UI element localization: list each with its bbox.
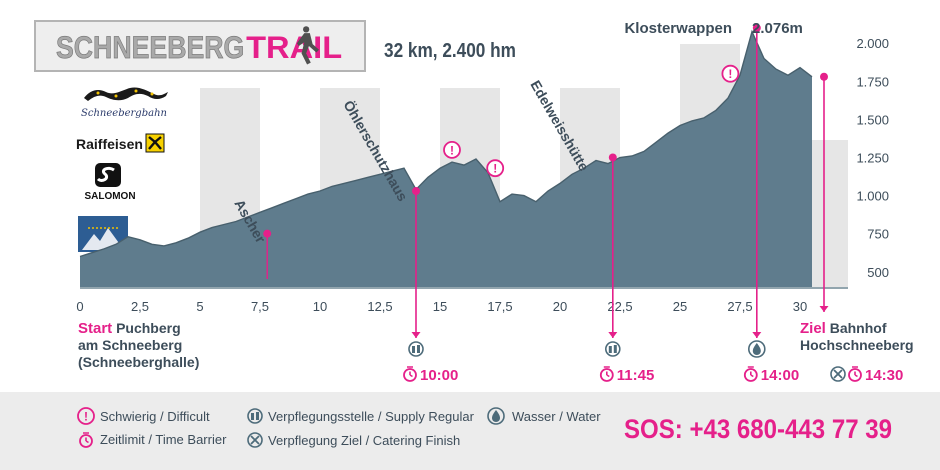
start-label: Start	[78, 320, 113, 337]
x-tick-label: 22,5	[607, 299, 632, 314]
chart-axes: 0 2,5 5 7,5 10 12,5 15 17,5 20 22,5 25 27,5 30 500 750…	[76, 36, 889, 314]
chart-area	[79, 29, 813, 288]
sponsor-salomon: SALOMON	[80, 162, 142, 202]
catering-icon	[830, 366, 846, 382]
svg-text:!: !	[493, 162, 497, 176]
x-tick-label: 15	[433, 299, 447, 314]
y-tick-label: 1.000	[856, 189, 889, 204]
start-place-line-2: am Schneeberg	[78, 337, 183, 353]
sos-number: SOS: +43 680-443 77 39	[624, 414, 892, 444]
finish-drop-line-arrow	[819, 306, 829, 312]
legend-difficult: Schwierig / Difficult	[100, 409, 210, 424]
time-limit-label: 14:30	[865, 367, 903, 384]
sponsor-raiffeisen-text: Raiffeisen	[76, 136, 143, 152]
svg-text:!: !	[450, 143, 454, 157]
y-tick-label: 1.750	[856, 74, 889, 89]
elevation-line	[79, 29, 813, 258]
sponsor-schneebergbahn: Schneebergbahn	[76, 82, 172, 120]
elevation-area	[80, 31, 812, 288]
difficult-icon: !	[486, 159, 505, 178]
x-tick-label: 20	[553, 299, 567, 314]
supply-legend-icon	[247, 408, 263, 424]
mountain-logo-icon	[82, 227, 124, 250]
finish-label: Ziel	[800, 320, 826, 337]
y-tick-label: 1.500	[856, 112, 889, 127]
race-logo-graphic: SCHNEEBERG TRAIL	[56, 26, 342, 65]
x-tick-label: 7,5	[251, 299, 269, 314]
race-distance-elevation: 32 km, 2.400 hm	[384, 40, 516, 62]
time-limit-icon	[403, 366, 417, 382]
finish-place-line-1: Bahnhof	[829, 320, 887, 336]
summit-elevation: 2.076m	[752, 20, 803, 37]
time-limit-icon	[743, 366, 758, 382]
x-tick-label: 10	[313, 299, 327, 314]
svg-text:!: !	[728, 67, 732, 81]
x-tick-label: 0	[76, 299, 83, 314]
time-limit-icon	[599, 366, 614, 382]
checkpoint-drop-line-arrow	[608, 332, 618, 338]
legend-catering: Verpflegung Ziel / Catering Finish	[268, 433, 460, 448]
salomon-logo-icon	[95, 163, 121, 187]
y-tick-label: 750	[867, 227, 889, 242]
legend-time-limit: Zeitlimit / Time Barrier	[100, 432, 227, 447]
legend-panel	[0, 392, 940, 470]
raiffeisen-gable-icon	[145, 133, 165, 153]
difficult-icon: !	[443, 140, 461, 159]
start-block: Start Puchberg am Schneeberg (Schneeberg…	[78, 320, 199, 371]
water-legend-icon	[487, 407, 505, 425]
checkpoint-drop-line-arrow	[752, 332, 762, 338]
race-logo: SCHNEEBERG TRAIL	[34, 20, 366, 72]
start-place-line-1: Puchberg	[116, 320, 181, 336]
time-limit-label: 14:00	[761, 367, 799, 384]
x-tick-label: 5	[196, 299, 203, 314]
sponsor-salomon-text: SALOMON	[84, 191, 135, 202]
finish-place-line-2: Hochschneeberg	[800, 337, 914, 353]
sponsor-raiffeisen: Raiffeisen	[76, 132, 166, 154]
time-limit-icon	[848, 366, 862, 382]
supply-icon	[408, 341, 424, 357]
runner-icon	[296, 26, 320, 65]
finish-block: Ziel Bahnhof Hochschneeberg	[800, 320, 914, 354]
catering-legend-icon	[247, 432, 263, 448]
logo-text-accent: TRAIL	[246, 30, 342, 65]
x-tick-label: 12,5	[367, 299, 392, 314]
water-icon	[747, 340, 766, 358]
x-tick-label: 27,5	[727, 299, 752, 314]
time-limit-legend-icon	[79, 432, 93, 448]
legend-water: Wasser / Water	[512, 409, 601, 424]
legend-supply: Verpflegungsstelle / Supply Regular	[268, 409, 475, 424]
summit-label: Klosterwappen	[624, 20, 732, 37]
time-limit-label: 11:45	[617, 367, 655, 384]
y-tick-label: 1.250	[856, 151, 889, 166]
logo-text-main: SCHNEEBERG	[56, 30, 244, 65]
x-tick-label: 30	[793, 299, 807, 314]
x-tick-label: 25	[673, 299, 687, 314]
y-tick-label: 2.000	[856, 36, 889, 51]
difficult-legend-icon: !	[77, 407, 95, 425]
sponsor-schneebergbahn-text: Schneebergbahn	[81, 108, 167, 119]
svg-text:!: !	[84, 410, 88, 424]
start-place-line-3: (Schneeberghalle)	[78, 354, 200, 370]
difficult-icon: !	[721, 64, 740, 83]
supply-icon	[604, 341, 621, 357]
checkpoint-drop-line-arrow	[411, 332, 421, 338]
y-tick-label: 500	[867, 265, 889, 280]
salamander-icon: Schneebergbahn	[81, 87, 168, 119]
x-tick-label: 17,5	[487, 299, 512, 314]
time-limit-label: 10:00	[420, 367, 458, 384]
x-tick-label: 2,5	[131, 299, 149, 314]
